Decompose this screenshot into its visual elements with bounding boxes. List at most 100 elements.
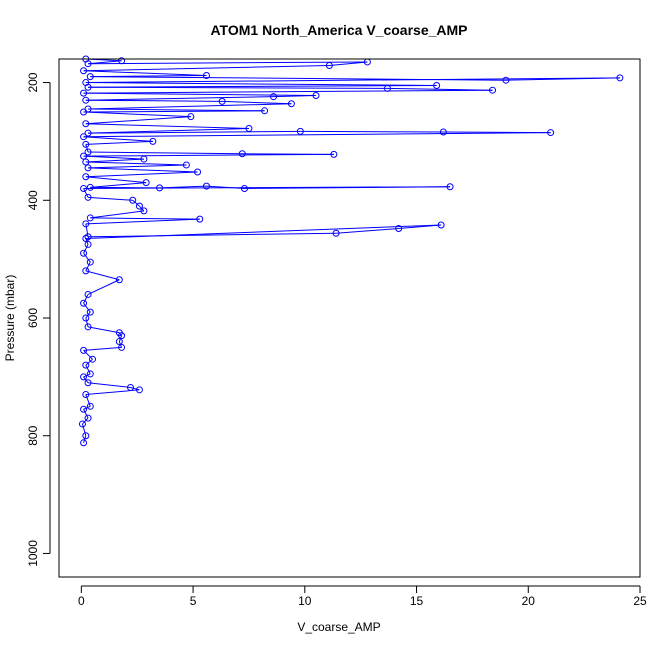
data-point — [82, 361, 90, 369]
x-tick-label: 15 — [410, 594, 424, 608]
series-line-segment — [206, 185, 245, 189]
data-point — [238, 150, 246, 158]
series-line-segment — [242, 153, 334, 155]
series-line-segment — [85, 161, 187, 166]
y-tick-label: 1000 — [26, 540, 40, 567]
data-point — [82, 432, 90, 440]
data-point — [135, 202, 143, 210]
data-point — [245, 124, 253, 132]
series-line-segment — [88, 127, 249, 134]
chart-title: ATOM1 North_America V_coarse_AMP — [210, 22, 467, 38]
data-point — [82, 79, 90, 87]
data-point — [80, 67, 88, 75]
x-axis-label: V_coarse_AMP — [297, 620, 380, 634]
series-line-segment — [85, 223, 89, 237]
data-point — [84, 323, 92, 331]
data-point — [187, 113, 195, 121]
series-line-segment — [132, 199, 140, 207]
data-point — [80, 346, 88, 354]
data-point — [80, 405, 88, 413]
series-line-segment — [90, 217, 200, 220]
data-point — [437, 221, 445, 229]
series-line-segment — [83, 294, 89, 304]
series-line-segment — [83, 409, 89, 419]
series-line-segment — [83, 244, 89, 254]
series-line-segment — [83, 405, 91, 410]
data-point — [325, 61, 333, 69]
data-point — [80, 373, 88, 381]
series-line-segment — [83, 188, 89, 198]
series-line-segment — [159, 185, 207, 189]
data-point — [80, 249, 88, 257]
series-line-segment — [83, 64, 330, 72]
series-line-segment — [83, 89, 493, 94]
data-point — [84, 379, 92, 387]
series-line-segment — [85, 171, 198, 178]
data-point — [84, 193, 92, 201]
data-point — [86, 183, 94, 191]
data-point — [330, 150, 338, 158]
series-line-segment — [88, 164, 187, 169]
series-line-segment — [398, 224, 442, 230]
data-point — [84, 129, 92, 137]
series-line-segment — [85, 261, 91, 272]
series-line-segment — [87, 382, 131, 388]
data-point — [86, 214, 94, 222]
data-point — [80, 133, 88, 141]
y-tick-label: 400 — [26, 190, 40, 210]
series-line-segment — [90, 186, 160, 189]
x-tick-label: 25 — [633, 594, 647, 608]
y-axis-label: Pressure (mbar) — [3, 275, 17, 362]
data-point — [194, 168, 202, 176]
series-line-segment — [83, 350, 93, 360]
data-point — [261, 107, 269, 115]
data-point — [140, 155, 148, 163]
data-point — [202, 182, 210, 190]
series-line-segment — [85, 364, 91, 375]
series-line-segment — [90, 210, 144, 219]
series-line-segment — [336, 228, 399, 234]
series-line-segment — [85, 123, 249, 129]
series-line-segment — [443, 131, 551, 134]
data-point — [332, 229, 340, 237]
plot-area — [78, 55, 624, 447]
series-line-segment — [88, 108, 265, 112]
series-line-segment — [222, 100, 292, 105]
data-point — [80, 152, 88, 160]
series-line-segment — [83, 136, 153, 142]
x-tick-label: 0 — [78, 594, 85, 608]
data-point — [182, 161, 190, 169]
series-line-segment — [85, 99, 223, 102]
series-line-segment — [387, 87, 493, 91]
x-tick-label: 20 — [522, 594, 536, 608]
data-point — [129, 196, 137, 204]
data-point — [127, 383, 135, 391]
plot-frame — [58, 58, 641, 578]
series-line-segment — [244, 186, 451, 189]
series-line-segment — [90, 182, 147, 188]
data-point — [270, 93, 278, 101]
series-line-segment — [85, 358, 93, 366]
data-point — [84, 233, 92, 241]
series-line-segment — [83, 435, 87, 443]
data-point — [82, 158, 90, 166]
data-point — [296, 127, 304, 135]
series-line-segment — [83, 252, 91, 263]
data-point — [84, 105, 92, 113]
data-point — [82, 96, 90, 104]
series-line-segment — [83, 155, 144, 160]
x-tick-label: 10 — [298, 594, 312, 608]
series-line-segment — [87, 326, 120, 334]
data-point — [82, 120, 90, 128]
series-line-segment — [90, 76, 506, 81]
data-point — [82, 391, 90, 399]
data-point — [89, 355, 97, 363]
data-point — [82, 267, 90, 275]
data-point — [86, 308, 94, 316]
series-line-segment — [83, 376, 89, 384]
data-point — [82, 314, 90, 322]
y-axis: 200 400 600 800 1000 — [26, 72, 51, 567]
data-point — [502, 76, 510, 84]
